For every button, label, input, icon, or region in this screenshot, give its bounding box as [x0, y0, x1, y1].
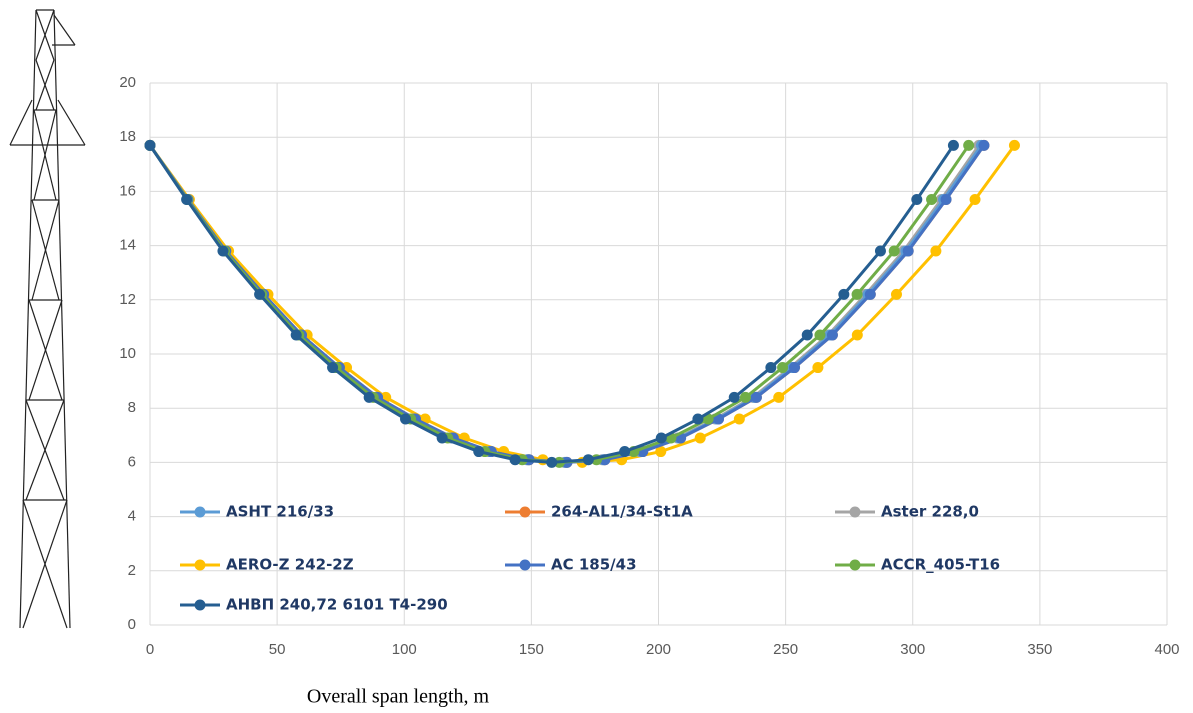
data-point	[750, 391, 762, 403]
legend-marker	[849, 559, 861, 571]
data-point	[400, 413, 412, 425]
legend-label: ASHT 216/33	[226, 503, 334, 521]
x-tick-label: 250	[773, 641, 798, 658]
data-point	[733, 413, 745, 425]
data-point	[739, 391, 751, 403]
legend-label: AC 185/43	[551, 556, 637, 574]
y-tick-label: 18	[119, 128, 136, 145]
y-tick-label: 0	[128, 616, 136, 633]
data-point	[930, 245, 942, 257]
legend-marker	[194, 559, 206, 571]
data-point	[655, 432, 667, 444]
y-tick-label: 10	[119, 345, 136, 362]
data-point	[655, 446, 667, 458]
legend-marker	[849, 506, 861, 518]
legend-label: АНВП 240,72 6101 Т4-290	[226, 596, 448, 614]
y-tick-label: 20	[119, 74, 136, 91]
data-point	[254, 288, 266, 300]
x-axis-title: Overall span length, m	[307, 686, 490, 708]
data-point	[926, 194, 938, 206]
data-point	[940, 194, 952, 206]
data-point	[902, 245, 914, 257]
legend-marker	[194, 599, 206, 611]
data-point	[694, 432, 706, 444]
data-point	[509, 454, 521, 466]
data-point	[851, 288, 863, 300]
legend-label: Aster 228,0	[881, 503, 979, 521]
legend-label: AERO-Z 242-2Z	[226, 556, 354, 574]
x-tick-label: 400	[1154, 641, 1179, 658]
y-tick-label: 2	[128, 562, 136, 579]
data-point	[969, 194, 981, 206]
data-point	[473, 446, 485, 458]
legend-label: 264-AL1/34-St1A	[551, 503, 693, 521]
x-tick-label: 300	[900, 641, 925, 658]
legend-marker	[519, 506, 531, 518]
data-point	[582, 454, 594, 466]
x-tick-label: 150	[519, 641, 544, 658]
series-line	[148, 144, 1016, 464]
data-point	[728, 391, 740, 403]
data-point	[290, 329, 302, 341]
data-point	[963, 139, 975, 151]
y-tick-label: 4	[128, 508, 136, 525]
data-point	[217, 245, 229, 257]
legend-label: ACCR_405-T16	[881, 556, 1000, 574]
data-point	[363, 391, 375, 403]
x-tick-label: 100	[392, 641, 417, 658]
legend-marker	[519, 559, 531, 571]
y-tick-label: 16	[119, 182, 136, 199]
data-point	[911, 194, 923, 206]
y-tick-label: 8	[128, 399, 136, 416]
data-point	[144, 139, 156, 151]
x-tick-label: 50	[269, 641, 286, 658]
data-point	[436, 432, 448, 444]
data-point	[777, 362, 789, 374]
data-point	[814, 329, 826, 341]
x-tick-label: 200	[646, 641, 671, 658]
tower-illustration	[9, 9, 86, 629]
y-tick-label: 6	[128, 453, 136, 470]
data-point	[765, 362, 777, 374]
data-point	[864, 288, 876, 300]
data-point	[888, 245, 900, 257]
data-point	[851, 329, 863, 341]
y-tick-label: 14	[119, 237, 136, 254]
data-point	[327, 362, 339, 374]
data-point	[181, 194, 193, 206]
y-tick-label: 12	[119, 291, 136, 308]
data-point	[692, 413, 704, 425]
data-point	[890, 288, 902, 300]
data-point	[801, 329, 813, 341]
data-point	[947, 139, 959, 151]
data-point	[789, 362, 801, 374]
x-tick-label: 350	[1027, 641, 1052, 658]
legend-marker	[194, 506, 206, 518]
data-point	[978, 139, 990, 151]
data-point	[773, 391, 785, 403]
data-point	[838, 288, 850, 300]
data-point	[874, 245, 886, 257]
data-point	[1008, 139, 1020, 151]
x-tick-label: 0	[146, 641, 154, 658]
data-point	[812, 362, 824, 374]
data-point	[826, 329, 838, 341]
data-point	[619, 446, 631, 458]
data-point	[546, 456, 558, 468]
